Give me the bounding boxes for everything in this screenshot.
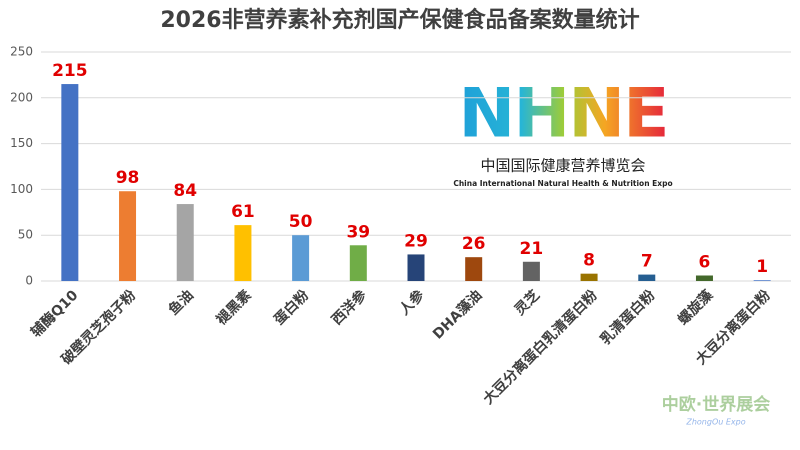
data-label: 6 xyxy=(699,253,711,273)
bar xyxy=(234,225,252,281)
bar xyxy=(292,235,310,281)
data-label: 21 xyxy=(520,239,544,259)
data-label: 84 xyxy=(173,181,197,201)
y-tick-label: 100 xyxy=(10,182,33,196)
chart-title: 2026非营养素补充剂国产保健食品备案数量统计 xyxy=(160,7,639,33)
bar xyxy=(695,275,713,281)
data-label: 8 xyxy=(583,251,595,271)
watermark-name: 中欧·世界展会 xyxy=(662,394,770,415)
bar xyxy=(753,280,771,281)
watermark: 中欧·世界展会 ZhongOu Expo xyxy=(662,394,770,427)
y-tick-label: 150 xyxy=(10,136,33,150)
logo-mark: NHNE xyxy=(458,75,667,154)
bar xyxy=(407,254,425,281)
y-tick-label: 250 xyxy=(10,45,33,59)
bar xyxy=(580,273,598,281)
bar xyxy=(119,191,137,281)
y-tick-label: 0 xyxy=(25,274,33,288)
bar xyxy=(465,257,483,281)
data-label: 50 xyxy=(289,212,313,232)
y-tick-label: 50 xyxy=(18,228,33,242)
watermark-english: ZhongOu Expo xyxy=(685,418,745,427)
data-label: 26 xyxy=(462,234,486,254)
bar xyxy=(61,84,79,281)
y-tick-label: 200 xyxy=(10,90,33,104)
bar xyxy=(638,274,656,281)
data-label: 215 xyxy=(52,61,88,81)
bar xyxy=(349,245,367,281)
data-label: 7 xyxy=(641,252,653,272)
logo-name: 中国国际健康营养博览会 xyxy=(480,157,645,175)
data-label: 39 xyxy=(346,222,370,242)
data-label: 1 xyxy=(756,257,768,277)
data-label: 29 xyxy=(404,231,428,251)
bar xyxy=(522,261,540,281)
data-label: 98 xyxy=(116,168,140,188)
data-label: 61 xyxy=(231,202,255,222)
logo: NHNE 中国国际健康营养博览会 China International Nat… xyxy=(453,75,672,188)
bar xyxy=(176,204,194,281)
logo-english: China International Natural Health & Nut… xyxy=(453,179,672,188)
